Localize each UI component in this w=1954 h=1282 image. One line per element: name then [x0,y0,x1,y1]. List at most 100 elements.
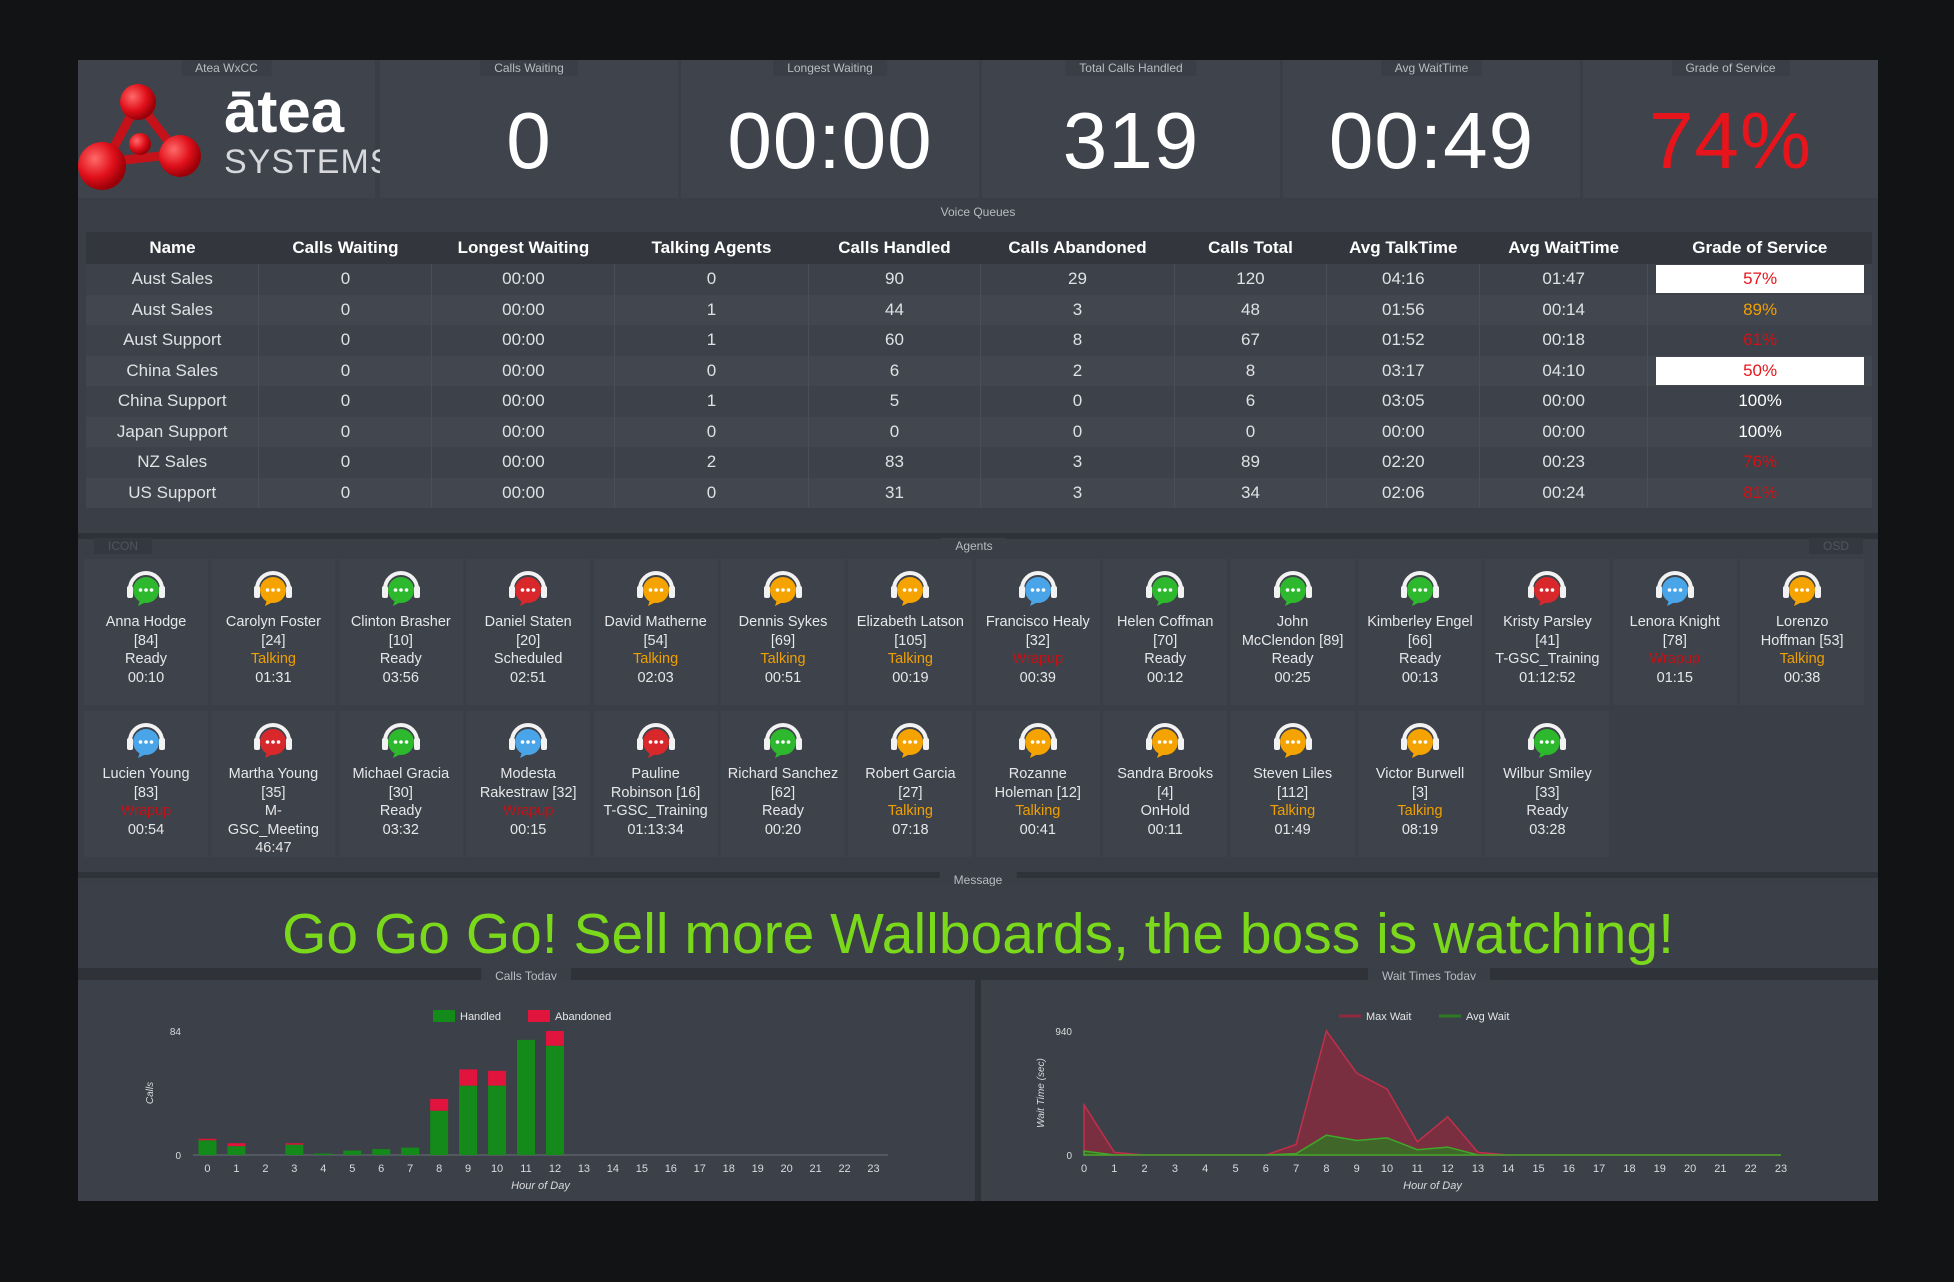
agent-card[interactable]: John McClendon [89] Ready 00:25 [1230,559,1355,705]
queue-cell: 8 [980,325,1175,356]
y-tick-label: 0 [1066,1151,1072,1162]
agent-card[interactable]: Steven Liles [112] Talking 01:49 [1230,711,1355,857]
x-tick-label: 5 [1232,1163,1238,1175]
agent-name: Anna Hodge [105,614,187,630]
message-panel: Go Go Go! Sell more Wallboards, the boss… [78,886,1878,968]
agent-name: Steven Liles [1253,766,1333,782]
agent-name: Rozanne [1008,766,1067,782]
agent-card[interactable]: Lenora Knight [78] Wrapup 01:15 [1612,559,1737,705]
agent-card[interactable]: Wilbur Smiley [33] Ready 03:28 [1485,711,1610,857]
queue-cell: 0 [258,355,433,386]
agent-id: [66] [1407,632,1433,649]
grade-of-service-value: 74% [1648,96,1813,185]
queue-row: Aust Sales 0 00:00 1 44 3 48 01:56 00:14 89% [86,294,1872,325]
queue-cell: 04:10 [1479,355,1649,386]
agent-card[interactable]: Pauline Robinson [16] T-GSC_Training 01:13:… [593,711,718,857]
queue-cell: 0 [614,477,809,508]
agent-card[interactable]: Lorenzo Hoffman [53] Talking 00:38 [1740,559,1865,705]
headset-icon [1273,571,1312,606]
legend-label: Abandoned [555,1011,611,1023]
agent-card[interactable]: Anna Hodge [84] Ready 00:10 [84,559,208,705]
agent-card[interactable]: Carolyn Foster [24] Talking 01:31 [211,559,336,705]
agent-info: Robert Garcia [27] Talking 07:18 [848,765,972,839]
agents-right-tag: OSD [1808,538,1864,554]
grade-of-service-value: 57% [1656,265,1864,294]
agent-card[interactable]: Clinton Brasher [10] Ready 03:56 [338,559,463,705]
queue-name-cell: NZ Sales [86,447,260,478]
queue-cell: 00:14 [1479,294,1649,325]
x-tick-label: 4 [1202,1163,1208,1175]
agent-time: 00:51 [764,669,802,686]
x-tick-label: 14 [1502,1163,1514,1175]
agent-card[interactable]: Rozanne Holeman [12] Talking 00:41 [975,711,1100,857]
agent-id: [105] [894,632,927,649]
agent-id: [32] [1025,632,1050,649]
queue-cell: 90 [808,264,982,295]
agent-card[interactable]: Kimberley Engel [66] Ready 00:13 [1358,559,1482,705]
agent-time: 01:13:34 [627,821,684,838]
grade-of-service-cell: 57% [1648,264,1872,295]
agent-name: Michael Gracia [352,766,450,782]
agent-card[interactable]: David Matherne [54] Talking 02:03 [593,559,718,705]
agent-name: Clinton Brasher [350,614,451,630]
queue-cell: 1 [614,386,809,417]
grade-of-service-value: 100% [1738,391,1782,411]
agent-id: [54] [643,632,668,649]
agent-info: Lenora Knight [78] Wrapup 01:15 [1613,613,1737,687]
agent-card[interactable]: Victor Burwell [3] Talking 08:19 [1358,711,1482,857]
agent-status: Wrapup [502,803,554,819]
agent-id: Rakestraw [32] [479,784,577,801]
agent-card[interactable]: Robert Garcia [27] Talking 07:18 [848,711,973,857]
agent-time: 00:15 [510,821,547,838]
agent-id: [4] [1157,784,1174,801]
x-tick-label: 5 [349,1163,355,1175]
grade-of-service-cell: 81% [1648,478,1872,509]
agent-time: 08:19 [1401,821,1439,838]
agent-card[interactable]: Dennis Sykes [69] Talking 00:51 [721,559,845,705]
x-tick-label: 16 [1563,1163,1575,1175]
agent-card[interactable]: Martha Young [35] M- GSC_Meeting 46:47 [211,711,336,857]
x-tick-label: 20 [781,1163,793,1175]
tile-label: Grade of Service [1671,60,1790,76]
agent-id: [69] [770,632,796,649]
agent-card[interactable]: Elizabeth Latson [105] Talking 00:19 [848,559,973,705]
queue-row: NZ Sales 0 00:00 2 83 3 89 02:20 00:23 76% [86,447,1872,478]
agents-divider [78,533,1878,539]
agent-card[interactable]: Francisco Healy [32] Wrapup 00:39 [975,559,1100,705]
queue-cell: 00:00 [431,416,616,447]
agent-status: Talking [887,803,933,819]
queue-cell: 3 [980,477,1175,508]
queue-cell: 01:52 [1326,325,1481,356]
agent-name: Richard Sanchez [727,766,839,782]
queue-cell: 89 [1174,447,1328,478]
queue-cell: 83 [808,447,982,478]
queue-cell: 67 [1174,325,1328,356]
grade-of-service-value: 61% [1743,330,1778,350]
agent-card[interactable]: Kristy Parsley [41] T-GSC_Training 01:12:52 [1485,559,1610,705]
agent-time: 00:10 [127,669,165,686]
agent-card[interactable]: Michael Gracia [30] Ready 03:32 [338,711,463,857]
x-tick-label: 15 [636,1163,648,1175]
queue-cell: 8 [1174,355,1328,386]
agent-card[interactable]: Lucien Young [83] Wrapup 00:54 [84,711,208,857]
agent-card[interactable]: Modesta Rakestraw [32] Wrapup 00:15 [466,711,591,857]
agent-id: [70] [1153,632,1178,649]
agent-status: Ready [762,803,804,819]
calls-today-chart: 84 0 Calls Hour of Day Handled Abandoned 0 1 2 3 4… [78,980,975,1201]
agent-id: [3] [1411,784,1429,801]
x-axis-label: Hour of Day [1403,1180,1463,1192]
headset-icon [1655,571,1694,606]
queue-cell: 1 [614,294,809,325]
queue-cell: 00:00 [431,386,616,417]
x-tick-label: 3 [1172,1163,1178,1175]
agent-card[interactable]: Sandra Brooks [4] OnHold 00:11 [1103,711,1228,857]
agent-status: Talking [1779,651,1825,667]
agent-id: Robinson [16] [610,784,701,801]
queue-cell: 34 [1174,477,1328,508]
x-tick-label: 16 [665,1163,677,1175]
agent-card[interactable]: Richard Sanchez [62] Ready 00:20 [721,711,845,857]
x-tick-label: 22 [838,1163,850,1175]
agent-card[interactable]: Daniel Staten [20] Scheduled 02:51 [466,559,591,705]
agent-card[interactable]: Helen Coffman [70] Ready 00:12 [1103,559,1228,705]
queue-cell: 0 [258,294,433,325]
